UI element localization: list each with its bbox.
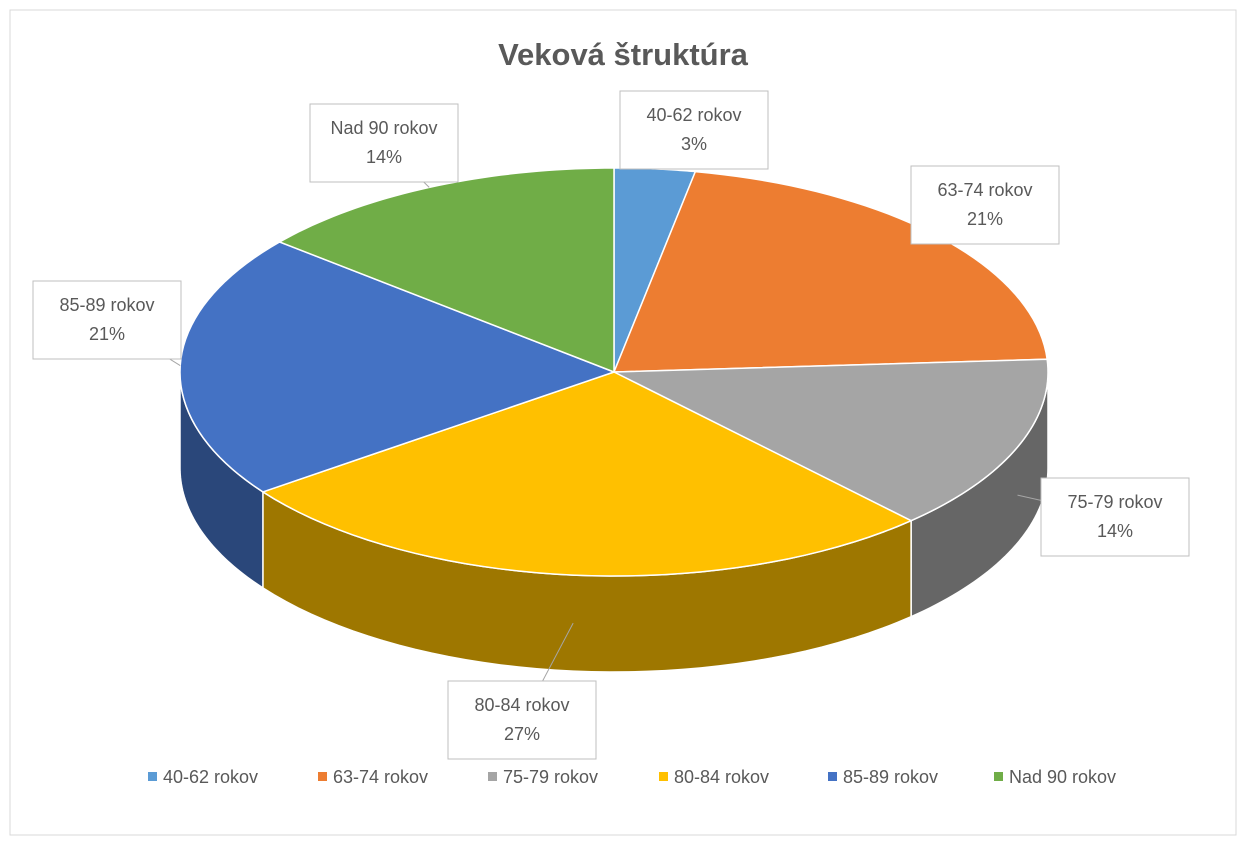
label-percent: 21%	[967, 209, 1003, 229]
label-category: 75-79 rokov	[1067, 492, 1162, 512]
label-percent: 14%	[1097, 521, 1133, 541]
pie-tops	[179, 167, 1049, 577]
label-box	[309, 103, 459, 183]
label-box	[1040, 477, 1190, 557]
label-box	[619, 90, 769, 170]
data-labels: 40-62 rokov 3% 63-74 rokov 21% 75-79 rokov 14…	[32, 90, 1190, 760]
label-category: 80-84 rokov	[474, 695, 569, 715]
legend-label: Nad 90 rokov	[1009, 767, 1116, 787]
legend-swatch	[488, 772, 497, 781]
label-percent: 14%	[366, 147, 402, 167]
legend-swatch	[659, 772, 668, 781]
label-category: 40-62 rokov	[646, 105, 741, 125]
label-category: Nad 90 rokov	[330, 118, 437, 138]
legend-swatch	[318, 772, 327, 781]
label-percent: 27%	[504, 724, 540, 744]
label-box	[32, 280, 182, 360]
label-box	[447, 680, 597, 760]
legend-swatch	[828, 772, 837, 781]
label-percent: 21%	[89, 324, 125, 344]
label-category: 63-74 rokov	[937, 180, 1032, 200]
legend-label: 63-74 rokov	[333, 767, 428, 787]
legend-label: 75-79 rokov	[503, 767, 598, 787]
legend-label: 40-62 rokov	[163, 767, 258, 787]
label-category: 85-89 rokov	[59, 295, 154, 315]
legend-label: 80-84 rokov	[674, 767, 769, 787]
chart-title: Veková štruktúra	[498, 37, 749, 72]
legend-label: 85-89 rokov	[843, 767, 938, 787]
pie-slice	[613, 358, 1049, 522]
label-percent: 3%	[681, 134, 707, 154]
label-box	[910, 165, 1060, 245]
legend-swatch	[148, 772, 157, 781]
legend-swatch	[994, 772, 1003, 781]
pie-slice	[261, 371, 913, 577]
legend: 40-62 rokov 63-74 rokov 75-79 rokov 80-84 r…	[148, 767, 1116, 787]
